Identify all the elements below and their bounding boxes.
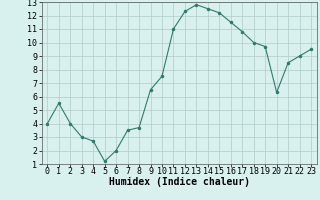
X-axis label: Humidex (Indice chaleur): Humidex (Indice chaleur) bbox=[109, 177, 250, 187]
